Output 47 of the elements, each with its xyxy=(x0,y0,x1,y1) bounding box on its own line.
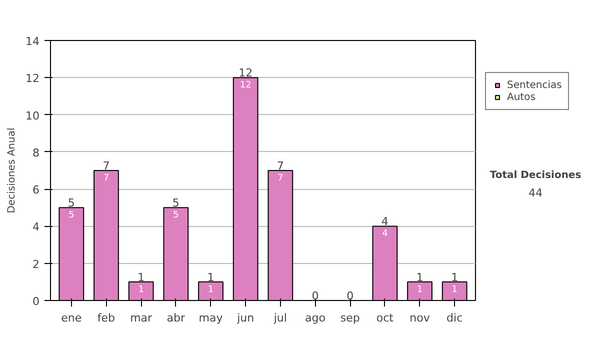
x-tick-label: abr xyxy=(166,312,186,324)
total-label: 1 xyxy=(207,270,214,284)
x-tick-label: dic xyxy=(446,312,463,324)
data-label: 12 xyxy=(240,80,252,91)
x-tick-label: ago xyxy=(305,312,326,324)
x-tick-label: nov xyxy=(410,312,430,324)
total-label: 4 xyxy=(381,215,388,228)
total-label: 0 xyxy=(346,290,354,302)
text: Total Decisiones xyxy=(490,170,582,181)
x-tick-label: oct xyxy=(376,312,394,324)
y-tick-label: 8 xyxy=(32,146,40,160)
y-tick-label: 2 xyxy=(32,258,40,271)
data-label: 1 xyxy=(452,284,458,295)
data-label: 5 xyxy=(173,210,179,221)
data-label: 7 xyxy=(278,174,284,184)
data-label: 7 xyxy=(103,174,110,184)
x-tick-label: jul xyxy=(272,312,287,324)
x-tick-label: may xyxy=(198,312,224,324)
total-label: 1 xyxy=(451,270,458,284)
y-axis-title: Decisiones Anual xyxy=(6,128,18,214)
total-label: 7 xyxy=(102,160,110,172)
x-tick-label: mar xyxy=(130,312,153,324)
data-label: 1 xyxy=(208,284,214,295)
total-label: 5 xyxy=(68,196,75,210)
total-label: 5 xyxy=(172,196,180,210)
total-label: 7 xyxy=(276,160,284,172)
total-label: 1 xyxy=(416,270,424,284)
total-label: 0 xyxy=(312,290,319,302)
legend-label: Autos xyxy=(507,91,536,103)
y-tick-label: 14 xyxy=(26,35,40,48)
total-label: 1 xyxy=(138,270,145,284)
legend-label: Sentencias xyxy=(507,79,562,91)
y-tick-label: 6 xyxy=(32,184,40,197)
y-tick-label: 0 xyxy=(32,295,40,308)
data-label: 1 xyxy=(416,284,423,295)
y-tick-label: 4 xyxy=(32,220,40,234)
data-label: 1 xyxy=(138,284,144,295)
x-tick-label: sep xyxy=(340,312,360,324)
x-tick-label: feb xyxy=(97,312,116,324)
y-tick-label: 10 xyxy=(26,109,40,122)
x-tick-label: jun xyxy=(236,312,254,324)
total-label: 12 xyxy=(238,66,253,80)
x-tick-label: ene xyxy=(61,312,82,324)
y-tick-label: 12 xyxy=(26,72,40,86)
data-label: 4 xyxy=(382,229,388,240)
data-label: 5 xyxy=(68,210,74,221)
text: 44 xyxy=(528,186,542,200)
